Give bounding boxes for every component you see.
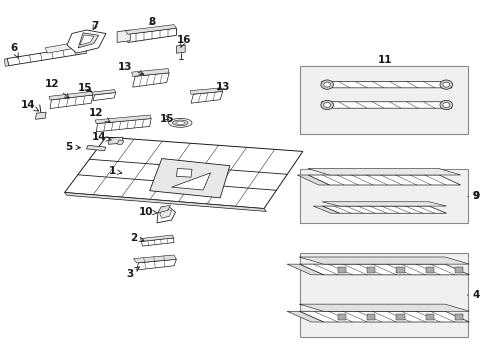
Polygon shape	[176, 45, 185, 53]
Text: 1: 1	[108, 166, 122, 176]
Ellipse shape	[168, 118, 192, 127]
Text: 14: 14	[21, 100, 39, 111]
Text: 14: 14	[91, 132, 111, 142]
Bar	[454, 315, 462, 320]
Polygon shape	[95, 115, 151, 123]
Polygon shape	[140, 235, 173, 242]
Text: 16: 16	[176, 35, 191, 48]
Polygon shape	[45, 41, 86, 53]
Polygon shape	[176, 168, 192, 177]
Polygon shape	[160, 208, 171, 218]
Polygon shape	[321, 102, 451, 108]
Polygon shape	[64, 193, 266, 211]
Circle shape	[442, 103, 449, 108]
Circle shape	[320, 80, 333, 89]
Bar	[337, 315, 346, 320]
Text: 3: 3	[126, 267, 139, 279]
Polygon shape	[322, 206, 446, 213]
Polygon shape	[191, 91, 222, 103]
Polygon shape	[64, 137, 302, 208]
Bar	[366, 267, 375, 273]
Polygon shape	[78, 33, 99, 48]
Polygon shape	[190, 88, 222, 94]
Bar	[300, 66, 467, 134]
Text: 4: 4	[471, 290, 478, 300]
Polygon shape	[67, 30, 106, 53]
Polygon shape	[50, 95, 93, 109]
Polygon shape	[286, 264, 323, 275]
Polygon shape	[117, 30, 130, 42]
Polygon shape	[80, 35, 94, 45]
Polygon shape	[108, 137, 122, 144]
Circle shape	[442, 82, 449, 87]
Polygon shape	[86, 145, 106, 151]
Ellipse shape	[172, 120, 188, 126]
Polygon shape	[49, 91, 93, 100]
Polygon shape	[157, 207, 175, 223]
Ellipse shape	[176, 121, 184, 125]
Polygon shape	[127, 28, 176, 42]
Text: 5: 5	[65, 142, 80, 152]
Polygon shape	[141, 238, 174, 246]
Polygon shape	[96, 118, 151, 132]
Bar	[425, 267, 433, 273]
Polygon shape	[321, 81, 451, 88]
Polygon shape	[149, 158, 229, 198]
Text: 2: 2	[130, 233, 143, 243]
Polygon shape	[7, 46, 86, 66]
Polygon shape	[131, 68, 169, 76]
Polygon shape	[299, 304, 468, 311]
Text: 15: 15	[78, 83, 92, 93]
Text: 12: 12	[89, 108, 110, 122]
Text: 13: 13	[215, 82, 229, 92]
Polygon shape	[307, 175, 460, 185]
Bar	[300, 253, 467, 337]
Polygon shape	[322, 202, 446, 206]
Text: 13: 13	[118, 63, 143, 75]
Polygon shape	[313, 206, 339, 213]
Bar	[425, 315, 433, 320]
Bar	[454, 267, 462, 273]
Text: 7: 7	[91, 21, 98, 31]
Polygon shape	[171, 173, 210, 190]
Polygon shape	[299, 311, 468, 322]
Bar	[396, 315, 404, 320]
Polygon shape	[35, 112, 46, 119]
Circle shape	[323, 103, 330, 108]
Bar	[337, 267, 346, 273]
Bar	[366, 315, 375, 320]
Polygon shape	[132, 73, 169, 87]
Bar	[396, 267, 404, 273]
Circle shape	[439, 100, 452, 110]
Polygon shape	[92, 90, 116, 95]
Text: 11: 11	[378, 55, 392, 65]
Polygon shape	[136, 259, 176, 270]
Text: 12: 12	[45, 78, 69, 98]
Polygon shape	[299, 257, 468, 264]
Polygon shape	[307, 168, 460, 175]
Circle shape	[320, 100, 333, 110]
Text: 6: 6	[10, 43, 18, 58]
Polygon shape	[297, 175, 329, 185]
Bar	[300, 169, 467, 223]
Text: 9: 9	[471, 191, 478, 201]
Polygon shape	[286, 311, 323, 322]
Polygon shape	[4, 59, 9, 66]
Polygon shape	[93, 93, 116, 101]
Text: 15: 15	[159, 113, 174, 123]
Polygon shape	[117, 140, 123, 144]
Polygon shape	[158, 205, 170, 213]
Circle shape	[323, 82, 330, 87]
Polygon shape	[125, 24, 176, 34]
Polygon shape	[299, 264, 468, 275]
Text: 10: 10	[139, 207, 157, 217]
Text: 9: 9	[471, 191, 478, 201]
Circle shape	[439, 80, 452, 89]
Polygon shape	[133, 255, 176, 263]
Text: 8: 8	[148, 17, 155, 27]
